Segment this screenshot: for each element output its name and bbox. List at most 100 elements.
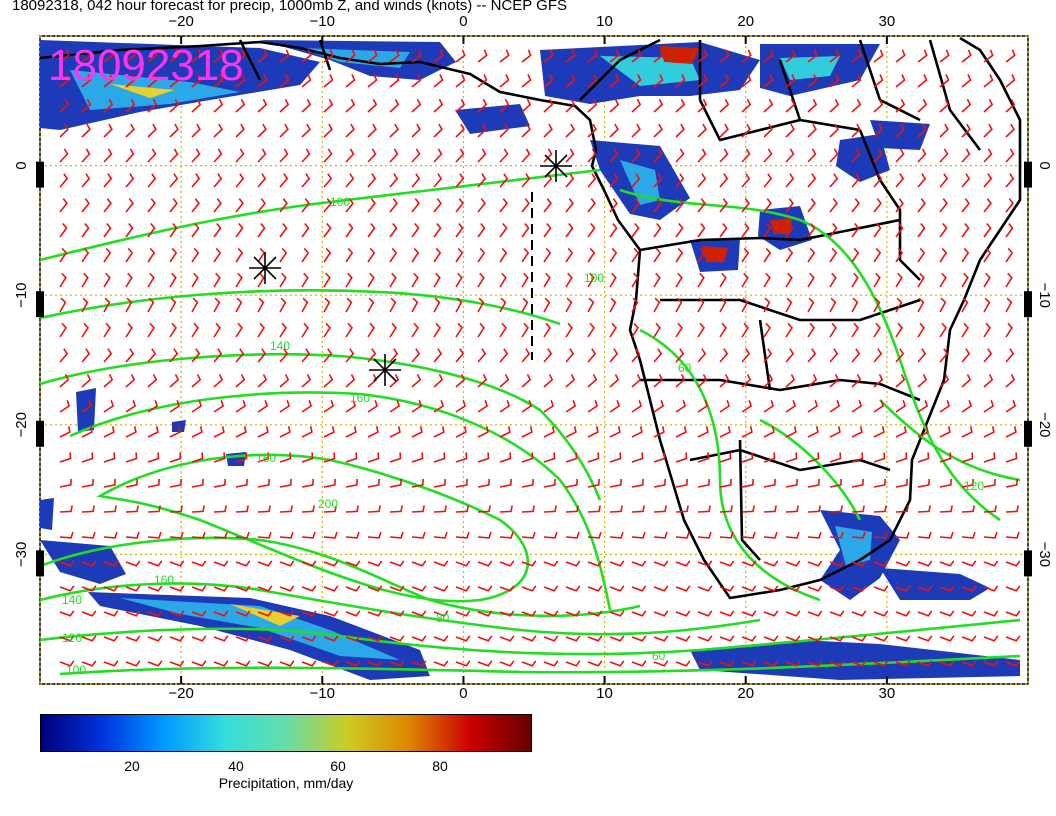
wind-barb — [609, 173, 619, 188]
colorbar-tick: 20 — [124, 758, 140, 774]
wind-barb — [983, 635, 999, 642]
wind-barb — [213, 452, 226, 463]
wind-barb — [81, 322, 90, 338]
wind-barb — [543, 505, 557, 513]
wind-barb — [873, 531, 888, 539]
wind-barb — [169, 123, 179, 138]
wind-barb — [455, 531, 470, 539]
wind-barb — [719, 247, 728, 263]
wind-barb — [257, 98, 268, 113]
wind-barb — [609, 148, 619, 163]
wind-barb — [301, 635, 317, 642]
wind-barb — [103, 74, 114, 88]
wind-barb — [719, 322, 728, 338]
wind-barb — [367, 49, 378, 63]
wind-barb — [587, 426, 599, 438]
wind-barb — [125, 660, 141, 667]
wind-barb — [345, 585, 361, 592]
wind-barb — [653, 148, 663, 163]
wind-barb — [191, 247, 200, 263]
wind-barb — [367, 322, 376, 338]
wind-barb — [961, 322, 970, 338]
wind-barb — [653, 399, 665, 413]
wind-barb — [1005, 123, 1015, 138]
wind-barb — [191, 478, 204, 488]
wind-barb — [477, 399, 489, 413]
wind-barb — [499, 660, 515, 667]
wind-barb — [763, 348, 773, 363]
wind-barb — [719, 74, 730, 88]
wind-barb — [59, 198, 68, 213]
contour-label: 140 — [270, 339, 290, 353]
wind-barb — [1005, 531, 1020, 539]
wind-barb — [873, 173, 883, 188]
wind-barb — [543, 322, 552, 338]
wind-barb — [521, 49, 532, 63]
wind-barb — [433, 49, 444, 63]
wind-barb — [543, 222, 552, 238]
wind-barb — [213, 198, 222, 213]
wind-barb — [829, 198, 838, 213]
wind-barb — [785, 322, 794, 338]
wind-barb — [279, 148, 289, 163]
wind-barb — [477, 198, 486, 213]
wind-barb — [125, 173, 135, 188]
wind-barb — [169, 98, 180, 113]
wind-barb — [741, 247, 750, 263]
wind-barb — [917, 505, 931, 513]
wind-barb — [939, 297, 947, 313]
wind-barb — [719, 585, 735, 592]
wind-barb — [455, 373, 466, 388]
wind-barb — [565, 452, 578, 463]
wind-barb — [147, 297, 155, 313]
wind-barb — [741, 452, 754, 463]
wind-barb — [961, 198, 970, 213]
wind-barb — [1005, 49, 1016, 63]
wind-barb — [433, 272, 441, 288]
wind-barb — [499, 531, 514, 539]
wind-barb — [521, 272, 529, 288]
wind-barb — [235, 585, 251, 592]
wind-barb — [851, 297, 859, 313]
wind-barb — [675, 635, 691, 642]
wind-barb — [59, 49, 70, 63]
wind-barb — [807, 610, 823, 617]
wind-barb — [609, 98, 620, 113]
wind-barb — [807, 478, 820, 488]
wind-barb — [169, 322, 178, 338]
wind-barb — [675, 560, 691, 567]
wind-barb — [631, 373, 642, 388]
wind-barb — [895, 247, 904, 263]
wind-barb — [917, 98, 928, 113]
wind-barb — [125, 123, 135, 138]
wind-barb — [741, 49, 752, 63]
wind-barb — [807, 148, 817, 163]
wind-barb — [279, 660, 295, 667]
wind-barb — [763, 98, 774, 113]
wind-barb — [807, 560, 823, 567]
wind-barb — [983, 585, 999, 592]
wind-barb — [873, 322, 882, 338]
wind-barb — [653, 272, 661, 288]
wind-barb — [81, 531, 96, 539]
wind-barb — [829, 297, 837, 313]
wind-barb — [631, 610, 647, 617]
wind-barb — [895, 399, 907, 413]
wind-barb — [499, 560, 515, 567]
wind-barb — [125, 610, 141, 617]
wind-barb — [257, 49, 268, 63]
wind-barb — [697, 272, 705, 288]
wind-barb — [323, 198, 332, 213]
wind-barb — [829, 148, 839, 163]
wind-barb — [895, 123, 905, 138]
wind-barb — [785, 297, 793, 313]
wind-barb — [939, 373, 950, 388]
lat-tick — [1024, 420, 1032, 447]
wind-barb — [455, 272, 463, 288]
wind-barb — [983, 247, 992, 263]
wind-barb — [521, 635, 537, 642]
wind-barb — [829, 49, 840, 63]
wind-barb — [675, 49, 686, 63]
contour-label: 160 — [350, 391, 370, 405]
wind-barb — [59, 123, 69, 138]
